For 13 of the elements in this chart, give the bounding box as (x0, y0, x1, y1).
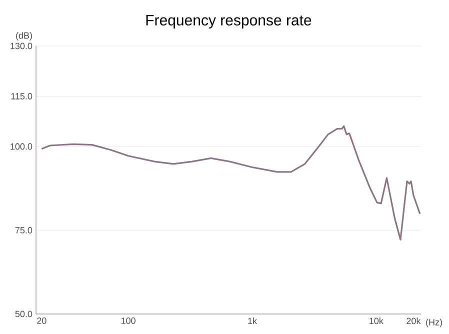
x-tick-label: 100 (121, 318, 136, 324)
y-tick-label: 50.0 (15, 310, 32, 318)
x-tick-label: 1k (248, 318, 258, 324)
x-tick-label: 20k (406, 318, 421, 324)
y-tick-label: 115.0 (11, 93, 32, 100)
y-axis-title: (dB) (16, 32, 32, 40)
x-tick-label: 20 (37, 318, 46, 324)
y-tick-label: 130.0 (10, 42, 32, 50)
y-tick-label: 75.0 (15, 227, 32, 234)
x-tick-label: 10k (370, 318, 384, 324)
chart-title: Frequency response rate (146, 15, 312, 28)
y-tick-label: 100.0 (10, 143, 32, 150)
x-axis-title: (Hz) (426, 318, 442, 328)
